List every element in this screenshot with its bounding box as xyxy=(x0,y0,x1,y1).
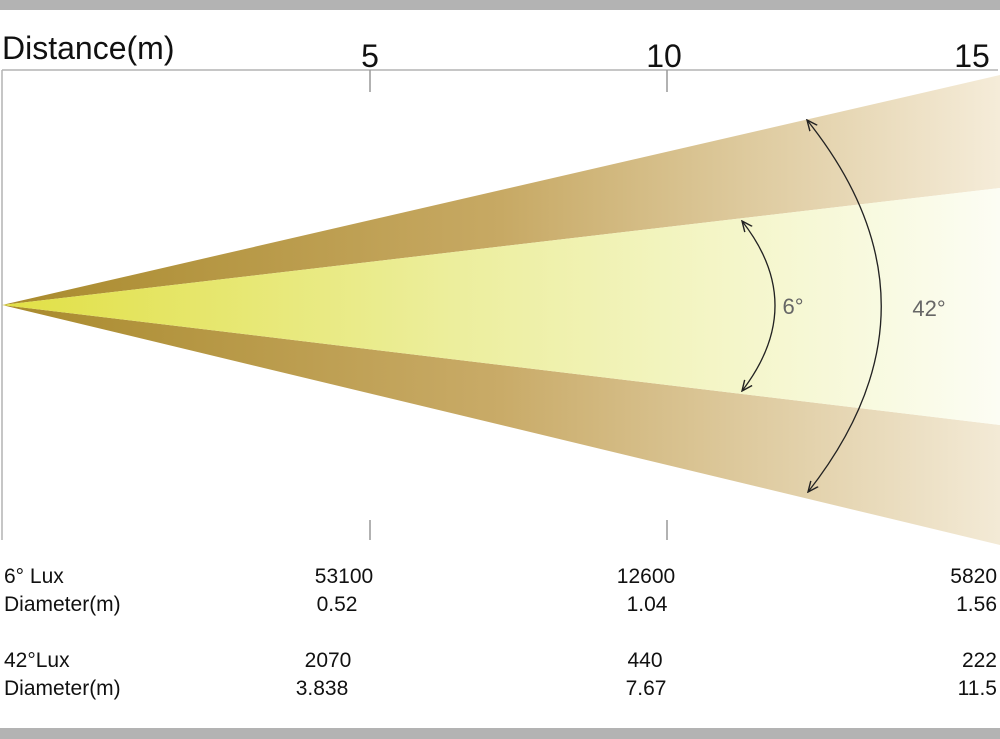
wide-beam-upper xyxy=(2,75,1000,305)
top-border-bar xyxy=(0,0,1000,10)
cell-narrow-diameter-10: 1.04 xyxy=(626,593,668,616)
cell-narrow-lux-10: 12600 xyxy=(616,565,676,588)
cell-wide-diameter-5: 3.838 xyxy=(295,677,349,700)
tick-label-10: 10 xyxy=(646,38,682,74)
cell-wide-diameter-15: 11.5 xyxy=(957,677,997,700)
wide-angle-label: 42° xyxy=(912,296,945,321)
narrow-angle-label: 6° xyxy=(782,294,803,319)
cell-narrow-diameter-15: 1.56 xyxy=(956,593,997,616)
cell-wide-lux-15: 222 xyxy=(961,649,997,672)
bottom-border-bar xyxy=(0,728,1000,739)
wide-angle-arrow xyxy=(807,120,882,492)
narrow-angle-arrow xyxy=(742,221,776,391)
cell-wide-lux-10: 440 xyxy=(627,649,663,672)
cell-wide-diameter-10: 7.67 xyxy=(625,677,667,700)
wide-beam-lower xyxy=(2,305,1000,545)
beam-diagram: 6° 42° xyxy=(1,69,1000,545)
row-label-narrow-lux: 6° Lux xyxy=(4,565,64,588)
row-label-narrow-diameter: Diameter(m) xyxy=(4,593,121,616)
distance-axis-title: Distance(m) xyxy=(2,30,175,66)
row-label-wide-diameter: Diameter(m) xyxy=(4,677,121,700)
cell-narrow-lux-15: 5820 xyxy=(950,565,997,588)
tick-label-5: 5 xyxy=(361,38,379,74)
tick-label-15: 15 xyxy=(954,38,990,74)
cell-narrow-lux-5: 53100 xyxy=(314,565,374,588)
cell-narrow-diameter-5: 0.52 xyxy=(316,593,358,616)
row-label-wide-lux: 42°Lux xyxy=(4,649,70,672)
cell-wide-lux-5: 2070 xyxy=(304,649,352,672)
